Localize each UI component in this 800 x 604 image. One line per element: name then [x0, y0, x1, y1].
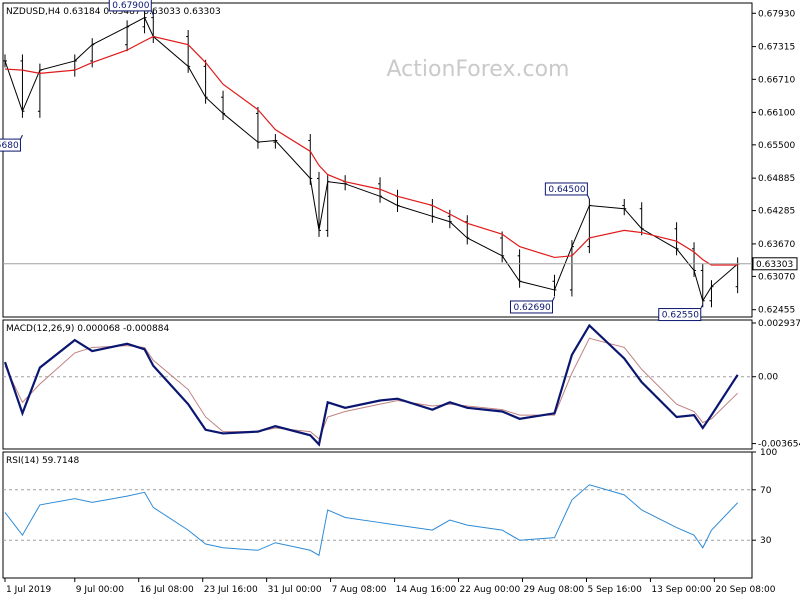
- price-panel-border: [2, 2, 753, 318]
- x-axis-tick-label: 5 Sep 16:00: [587, 585, 642, 595]
- rsi-title: RSI(14) 59.7148: [6, 456, 79, 466]
- price-y-tick-label: 0.67930: [758, 9, 795, 19]
- chart-title: NZDUSD,H4 0.63184 0.63487 0.63033 0.6330…: [6, 7, 221, 17]
- annotation-label: 0.62690: [513, 303, 550, 313]
- annotation-label: 0.62550: [662, 311, 699, 321]
- rsi-y-tick-label: 70: [760, 486, 772, 496]
- annotation-leader: [552, 296, 555, 302]
- x-axis-tick-label: 14 Aug 16:00: [396, 585, 457, 595]
- macd-y-tick-label: -0.003654: [758, 440, 800, 450]
- x-axis-tick-label: 20 Sep 08:00: [715, 585, 775, 595]
- x-axis-tick-label: 16 Jul 08:00: [140, 585, 194, 595]
- watermark-text: ActionForex.com: [387, 57, 570, 82]
- x-axis-tick-label: 13 Sep 00:00: [651, 585, 711, 595]
- macd-panel-border: [2, 319, 753, 450]
- annotation-label: 0.64500: [548, 185, 585, 195]
- annotation-box: [0, 138, 21, 152]
- price-y-tick-label: 0.66710: [758, 75, 795, 85]
- rsi-panel-border: [2, 451, 753, 579]
- macd-y-tick-label: 0.002937: [758, 319, 800, 329]
- x-axis-tick-label: 31 Jul 00:00: [268, 585, 322, 595]
- current-price-label: 0.63303: [756, 260, 793, 270]
- current-price-label-box: [752, 257, 798, 271]
- x-axis-tick-label: 7 Aug 08:00: [332, 585, 387, 595]
- price-y-tick-label: 0.64885: [758, 174, 795, 184]
- x-axis-tick-label: 22 Aug 00:00: [460, 585, 521, 595]
- annotation-leader: [586, 194, 590, 200]
- price-y-tick-label: 0.62455: [758, 306, 795, 316]
- price-y-tick-label: 0.64285: [758, 207, 795, 217]
- annotation-leader: [19, 134, 23, 140]
- price-y-tick-label: 0.63070: [758, 272, 795, 282]
- price-y-tick-label: 0.67315: [758, 43, 795, 53]
- annotation-label: 0.65680: [0, 141, 19, 151]
- macd-main-line: [3, 323, 739, 447]
- x-axis-tick-label: 23 Jul 16:00: [204, 585, 258, 595]
- rsi-line: [4, 484, 739, 557]
- macd-y-tick-label: 0.00: [758, 373, 778, 383]
- x-axis-tick-label: 29 Aug 08:00: [523, 585, 584, 595]
- rsi-y-tick-label: 100: [760, 448, 777, 458]
- annotation-leader: [700, 304, 704, 309]
- macd-signal-line: [4, 337, 738, 440]
- annotation-box: [108, 0, 152, 12]
- price-y-tick-label: 0.63670: [758, 240, 795, 250]
- x-axis-tick-label: 1 Jul 2019: [6, 585, 51, 595]
- moving-average-line: [4, 35, 738, 266]
- annotation-label: 0.67900: [112, 1, 149, 11]
- annotation-box: [658, 308, 702, 322]
- annotation-box: [544, 182, 588, 196]
- price-y-tick-label: 0.65500: [758, 141, 795, 151]
- rsi-y-tick-label: 30: [760, 536, 772, 546]
- annotation-box: [509, 300, 553, 314]
- price-close-line: [4, 16, 738, 302]
- annotation-leader: [150, 10, 154, 16]
- macd-title: MACD(12,26,9) 0.000068 -0.000884: [6, 324, 169, 334]
- price-y-tick-label: 0.66100: [758, 108, 795, 118]
- x-axis-tick-label: 9 Jul 00:00: [76, 585, 125, 595]
